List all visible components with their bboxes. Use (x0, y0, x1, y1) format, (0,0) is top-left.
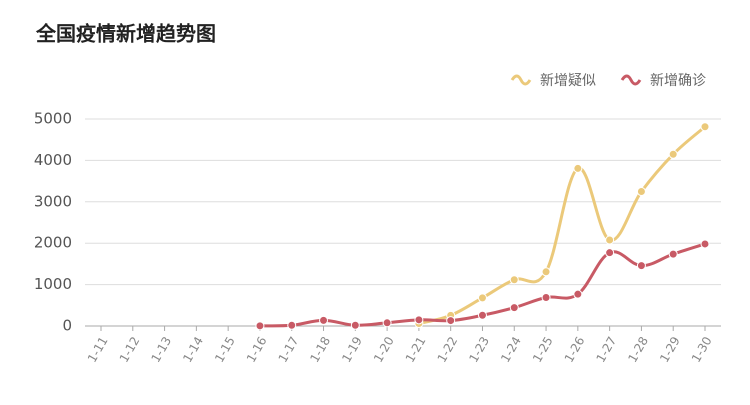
x-tick-label: 1-27 (594, 334, 620, 365)
data-point (446, 316, 456, 326)
x-tick-label: 1-11 (85, 334, 111, 365)
y-tick-label: 5000 (34, 110, 72, 128)
legend-label: 新增疑似 (540, 73, 596, 89)
x-tick-label: 1-18 (307, 334, 333, 365)
data-point (700, 122, 710, 132)
legend-label: 新增确诊 (650, 73, 706, 89)
data-point (668, 149, 678, 159)
y-tick-label: 3000 (34, 192, 72, 210)
data-point (668, 249, 678, 259)
data-point (573, 289, 583, 299)
data-point (605, 248, 615, 258)
data-point (700, 239, 710, 249)
x-tick-label: 1-29 (657, 334, 683, 365)
x-tick-label: 1-24 (498, 334, 524, 365)
data-point (382, 318, 392, 328)
series-line (418, 125, 706, 325)
data-point (636, 261, 646, 271)
x-tick-label: 1-21 (403, 334, 429, 365)
data-point (414, 315, 424, 325)
x-tick-label: 1-12 (117, 334, 143, 365)
data-point (319, 315, 329, 325)
x-tick-label: 1-19 (339, 334, 365, 365)
y-tick-label: 0 (62, 317, 72, 335)
legend-icon (510, 74, 532, 86)
x-tick-label: 1-16 (244, 334, 270, 365)
x-tick-label: 1-28 (625, 334, 651, 365)
x-tick-label: 1-13 (148, 334, 174, 365)
x-tick-label: 1-26 (562, 334, 588, 365)
data-point (605, 235, 615, 245)
x-tick-label: 1-25 (530, 334, 556, 365)
data-point (477, 293, 487, 303)
data-point (573, 163, 583, 173)
data-point (509, 303, 519, 313)
data-point (541, 267, 551, 277)
x-tick-label: 1-20 (371, 334, 397, 365)
legend-icon (620, 74, 642, 86)
x-tick-label: 1-23 (466, 334, 492, 365)
data-point (477, 310, 487, 320)
x-tick-label: 1-15 (212, 334, 238, 365)
chart-title: 全国疫情新增趋势图 (35, 22, 216, 46)
data-point (255, 321, 265, 331)
y-tick-label: 2000 (34, 234, 72, 252)
x-tick-label: 1-30 (689, 334, 715, 365)
x-tick-label: 1-14 (180, 334, 206, 365)
data-point (509, 275, 519, 285)
x-tick-label: 1-22 (435, 334, 461, 365)
data-point (350, 320, 360, 330)
data-point (287, 320, 297, 330)
data-point (541, 293, 551, 303)
y-tick-label: 4000 (34, 151, 72, 169)
y-tick-label: 1000 (34, 275, 72, 293)
x-tick-label: 1-17 (276, 334, 302, 365)
data-point (636, 187, 646, 197)
